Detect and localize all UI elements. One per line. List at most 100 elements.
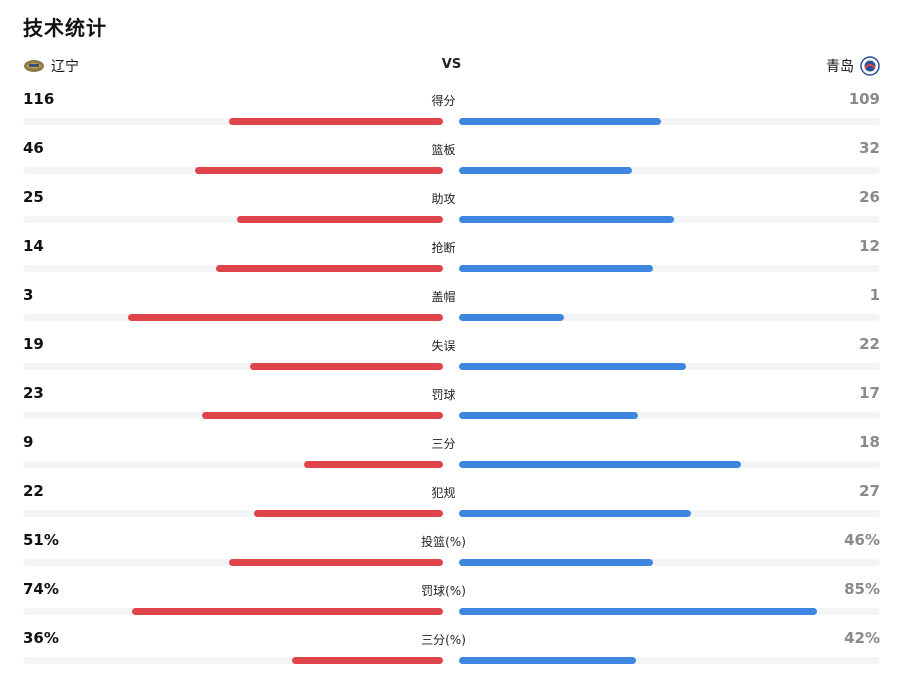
stat-left-bar — [254, 510, 443, 517]
stat-label: 得分 — [431, 94, 456, 108]
stat-left-bar — [291, 657, 443, 664]
stat-right-track — [459, 363, 880, 370]
stat-right-value: 22 — [859, 335, 880, 353]
stat-right-value: 26 — [859, 188, 880, 206]
stat-right-value: 85% — [844, 580, 880, 598]
page-title: 技术统计 — [23, 16, 107, 40]
stat-right-track — [459, 657, 880, 664]
stat-left-value: 46 — [23, 139, 44, 157]
stat-left-bar — [132, 608, 443, 615]
stat-right-track — [459, 216, 880, 223]
stat-left-value: 19 — [23, 335, 44, 353]
team-left[interactable]: 辽宁 — [23, 56, 79, 76]
stat-left-value: 116 — [23, 90, 55, 108]
stat-label: 失误 — [431, 339, 456, 353]
stat-right-bar — [459, 559, 653, 566]
stat-label: 助攻 — [431, 192, 456, 206]
qingdao-logo-icon — [860, 56, 880, 76]
stat-right-bar — [459, 265, 653, 272]
stat-left-track — [23, 412, 443, 419]
stat-left-value: 23 — [23, 384, 44, 402]
stat-right-bar — [459, 167, 632, 174]
stat-label: 盖帽 — [431, 290, 456, 304]
stat-row: 3 盖帽 1 — [23, 284, 880, 333]
stat-left-value: 51% — [23, 531, 59, 549]
vs-label: VS — [441, 57, 462, 72]
team-right[interactable]: 青岛 — [826, 56, 880, 76]
stat-left-track — [23, 167, 443, 174]
stat-row: 22 犯规 27 — [23, 480, 880, 529]
team-right-name: 青岛 — [826, 59, 854, 75]
stat-right-value: 27 — [859, 482, 880, 500]
stat-row: 36% 三分(%) 42% — [23, 627, 880, 676]
stat-right-track — [459, 265, 880, 272]
stat-left-bar — [228, 559, 443, 566]
stat-right-track — [459, 314, 880, 321]
stat-left-track — [23, 510, 443, 517]
stat-row: 74% 罚球(%) 85% — [23, 578, 880, 627]
stat-left-value: 74% — [23, 580, 59, 598]
stat-right-bar — [459, 510, 691, 517]
stat-label: 罚球(%) — [421, 584, 466, 598]
stat-left-track — [23, 265, 443, 272]
teams-header: 辽宁 VS 青岛 — [23, 56, 880, 78]
stat-right-track — [459, 118, 880, 125]
stat-left-track — [23, 314, 443, 321]
stat-right-bar — [459, 657, 636, 664]
stats-list: 116 得分 109 46 篮板 32 25 助攻 26 14 抢断 12 — [23, 88, 880, 676]
stat-left-value: 36% — [23, 629, 59, 647]
stat-right-value: 109 — [848, 90, 880, 108]
stat-right-track — [459, 167, 880, 174]
stat-right-bar — [459, 216, 674, 223]
stat-right-track — [459, 559, 880, 566]
stat-label: 三分(%) — [421, 633, 466, 647]
stat-label: 罚球 — [431, 388, 456, 402]
stat-row: 19 失误 22 — [23, 333, 880, 382]
stat-left-bar — [216, 265, 443, 272]
stat-right-bar — [459, 412, 638, 419]
stat-right-bar — [459, 363, 687, 370]
stat-right-value: 32 — [859, 139, 880, 157]
stat-right-bar — [459, 314, 565, 321]
stat-left-bar — [304, 461, 443, 468]
stat-right-bar — [459, 461, 742, 468]
stat-row: 25 助攻 26 — [23, 186, 880, 235]
stat-right-track — [459, 608, 880, 615]
team-left-name: 辽宁 — [51, 59, 79, 75]
stat-row: 23 罚球 17 — [23, 382, 880, 431]
stat-left-track — [23, 461, 443, 468]
stat-left-track — [23, 608, 443, 615]
stat-right-value: 42% — [844, 629, 880, 647]
stat-left-bar — [237, 216, 443, 223]
stat-left-value: 22 — [23, 482, 44, 500]
stat-left-value: 14 — [23, 237, 44, 255]
stat-right-track — [459, 461, 880, 468]
stat-row: 51% 投篮(%) 46% — [23, 529, 880, 578]
stat-label: 抢断 — [431, 241, 456, 255]
stat-right-bar — [459, 118, 662, 125]
stat-left-bar — [249, 363, 443, 370]
liaoning-logo-icon — [23, 59, 45, 73]
stat-left-bar — [128, 314, 443, 321]
stat-right-bar — [459, 608, 817, 615]
stat-left-bar — [195, 167, 443, 174]
stat-left-bar — [201, 412, 443, 419]
stat-row: 9 三分 18 — [23, 431, 880, 480]
stat-left-track — [23, 118, 443, 125]
stat-left-track — [23, 363, 443, 370]
stat-left-bar — [228, 118, 443, 125]
stat-label: 投篮(%) — [421, 535, 466, 549]
stat-right-value: 17 — [859, 384, 880, 402]
stat-left-value: 25 — [23, 188, 44, 206]
stat-row: 116 得分 109 — [23, 88, 880, 137]
stat-left-value: 3 — [23, 286, 34, 304]
stat-left-track — [23, 216, 443, 223]
stat-right-value: 46% — [844, 531, 880, 549]
stat-label: 犯规 — [431, 486, 456, 500]
stat-right-value: 18 — [859, 433, 880, 451]
stat-label: 三分 — [431, 437, 456, 451]
stat-row: 46 篮板 32 — [23, 137, 880, 186]
stat-left-track — [23, 657, 443, 664]
stat-label: 篮板 — [431, 143, 456, 157]
stat-right-value: 1 — [869, 286, 880, 304]
